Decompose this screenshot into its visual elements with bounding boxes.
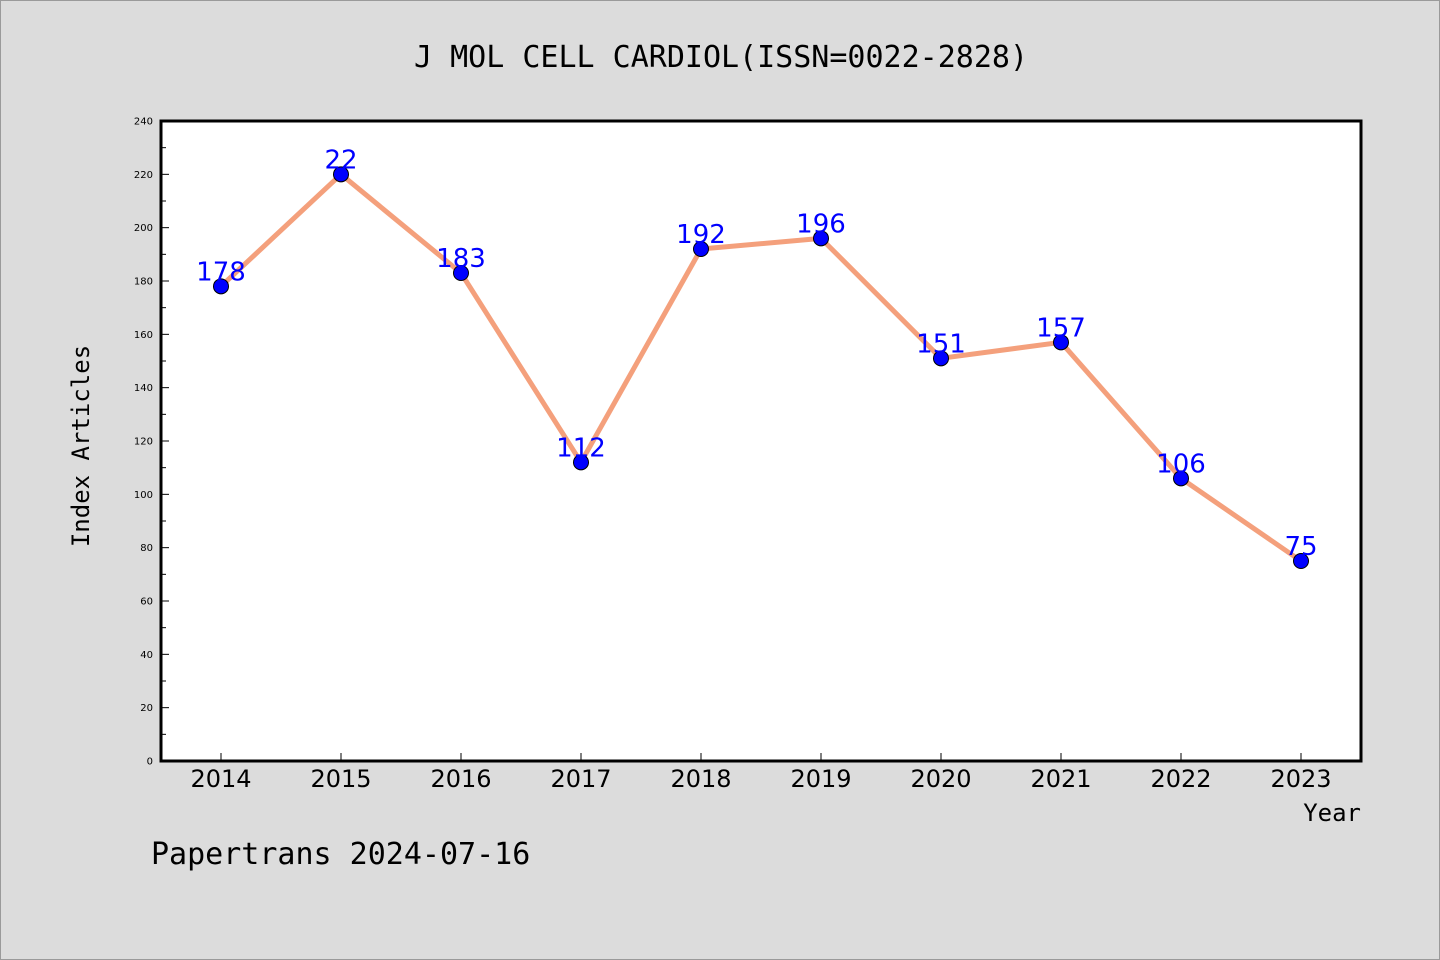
x-tick-label: 2017	[550, 765, 611, 793]
data-label: 106	[1156, 449, 1206, 479]
y-tick-label: 20	[140, 703, 153, 714]
x-tick-label: 2014	[190, 765, 251, 793]
x-tick-label: 2020	[910, 765, 971, 793]
y-tick-label: 220	[134, 170, 153, 181]
y-tick-label: 0	[147, 757, 153, 768]
chart-title: J MOL CELL CARDIOL(ISSN=0022-2828)	[414, 40, 1028, 75]
data-label: 183	[436, 244, 486, 274]
data-point	[933, 350, 949, 367]
y-tick-label: 140	[134, 383, 153, 394]
y-tick-label: 100	[134, 490, 153, 501]
y-tick-label: 160	[134, 330, 153, 341]
data-label: 75	[1284, 532, 1317, 562]
x-tick-label: 2022	[1150, 765, 1211, 793]
data-labels: 178 22 183 112 192 196 151 157 106 75	[196, 145, 1317, 562]
x-tick-label: 2015	[310, 765, 371, 793]
data-label: 112	[556, 433, 606, 463]
data-point	[1053, 334, 1069, 351]
x-axis-label: Year	[1303, 799, 1361, 827]
series-line	[219, 171, 1303, 564]
y-axis-label: Index Articles	[67, 345, 95, 547]
data-point	[213, 278, 229, 295]
data-point	[1173, 470, 1189, 487]
data-label: 22	[324, 145, 357, 175]
y-axis-ticks: 0 20 40 60 80 100 120 140 160 180 200 220 240	[134, 117, 169, 768]
data-label: 151	[916, 329, 966, 359]
y-tick-label: 40	[140, 650, 153, 661]
y-tick-label: 240	[134, 117, 153, 128]
y-tick-label: 80	[140, 543, 153, 554]
x-tick-label: 2018	[670, 765, 731, 793]
y-tick-label: 200	[134, 223, 153, 234]
x-axis-ticks: 2014 2015 2016 2017 2018 2019 2020 2021 2022 2023	[190, 753, 1332, 793]
series-markers	[213, 166, 1309, 569]
x-tick-label: 2023	[1270, 765, 1331, 793]
plot-frame	[159, 119, 1363, 763]
x-tick-label: 2019	[790, 765, 851, 793]
data-label: 192	[676, 220, 726, 250]
x-tick-label: 2021	[1030, 765, 1091, 793]
data-point	[333, 166, 349, 183]
data-label: 157	[1036, 313, 1086, 343]
data-point	[453, 265, 469, 281]
data-point	[1293, 553, 1309, 569]
y-tick-label: 120	[134, 437, 153, 448]
data-point	[693, 241, 709, 257]
x-tick-label: 2016	[430, 765, 491, 793]
data-point	[813, 230, 829, 247]
footer-text: Papertrans 2024-07-16	[151, 837, 530, 872]
plot-area	[161, 121, 1361, 761]
data-label: 178	[196, 257, 246, 287]
data-label: 196	[796, 209, 846, 239]
data-point	[573, 454, 589, 471]
y-tick-label: 60	[140, 597, 153, 608]
y-tick-label: 180	[134, 277, 153, 288]
